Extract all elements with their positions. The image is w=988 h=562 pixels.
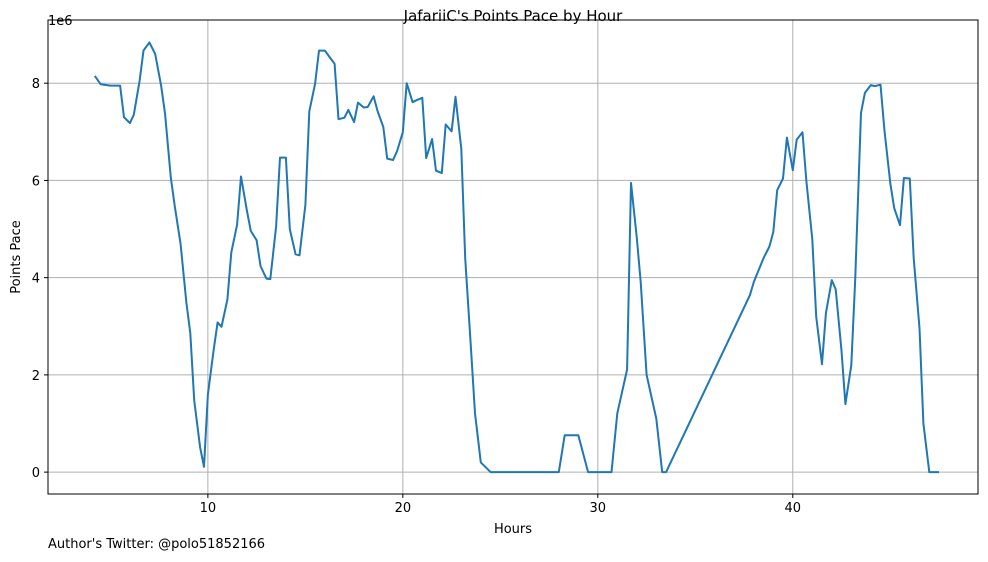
series-line	[93, 41, 939, 474]
y-tick-label: 4	[32, 272, 40, 287]
plot-frame	[47, 19, 979, 495]
y-tick-label: 6	[32, 174, 40, 189]
x-tick-label: 40	[785, 501, 802, 516]
x-axis-label: Hours	[494, 522, 532, 537]
y-tick-label: 0	[32, 466, 40, 481]
y-tick-label: 8	[32, 77, 40, 92]
y-offset-label: 1e6	[48, 14, 73, 29]
x-tick-label: 10	[200, 501, 217, 516]
x-tick-label: 20	[395, 501, 412, 516]
y-axis-label: Points Pace	[9, 220, 24, 294]
chart-title: JafariiC's Points Pace by Hour	[403, 7, 624, 25]
y-tick-label: 2	[32, 369, 40, 384]
author-footer: Author's Twitter: @polo51852166	[48, 537, 266, 552]
x-tick-label: 30	[590, 501, 607, 516]
axis-ticks: 10 20 30 40 0 2 4 6 8	[32, 77, 801, 516]
grid-lines	[48, 20, 978, 494]
